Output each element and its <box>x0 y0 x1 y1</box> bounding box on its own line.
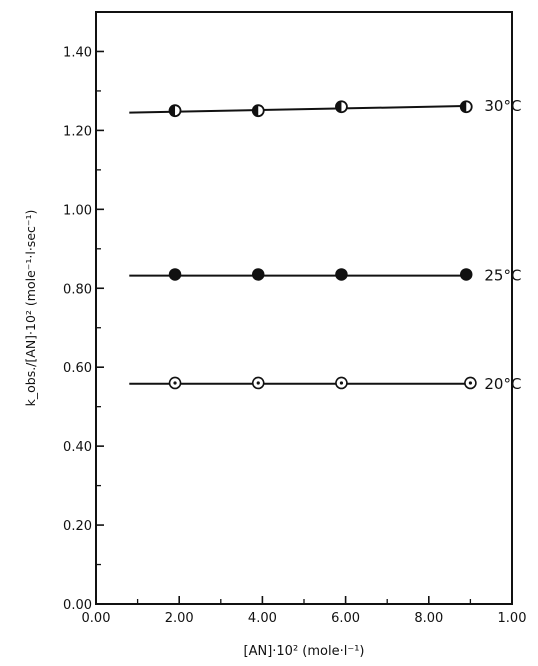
y-tick-label: 1.40 <box>63 45 92 60</box>
x-tick-label: 8.00 <box>414 611 443 626</box>
y-tick-label: 0.20 <box>63 519 92 534</box>
y-tick-label: 0.40 <box>63 440 92 455</box>
data-point <box>335 268 348 281</box>
series-label: 25°C <box>484 267 521 285</box>
point-center-dot <box>339 381 344 385</box>
x-ticks <box>95 596 513 604</box>
y-tick-label: 1.20 <box>63 124 92 139</box>
y-axis-label: k_obs./[AN]·10² (mole⁻¹·l·sec⁻¹) <box>23 210 38 407</box>
plot-frame <box>95 11 513 605</box>
series-2: 20°C <box>129 375 521 393</box>
point-fill <box>335 101 342 113</box>
y-ticks <box>96 11 104 605</box>
data-point <box>168 268 182 281</box>
x-tick-label: 2.00 <box>165 611 194 626</box>
y-tick-label: 0.60 <box>63 361 92 376</box>
series-label: 30°C <box>484 97 521 115</box>
series-1: 25°C <box>129 267 521 285</box>
x-tick-label: 1.00 <box>498 611 527 626</box>
data-point <box>459 268 473 281</box>
data-point <box>464 376 477 390</box>
data-point <box>335 100 348 114</box>
fit-line <box>129 104 471 114</box>
series-label: 20°C <box>484 375 521 393</box>
x-tick-label: 0.00 <box>82 611 111 626</box>
data-point <box>168 376 182 390</box>
series-layer: 30°C 25°C 20°C <box>129 97 521 393</box>
x-tick-labels: 0.00 2.00 4.00 6.00 8.00 1.00 <box>82 611 527 626</box>
point-center-dot <box>468 381 472 385</box>
y-tick-label: 0.00 <box>63 598 92 613</box>
data-point <box>459 100 473 114</box>
series-0: 30°C <box>129 97 521 118</box>
y-tick-label: 0.80 <box>63 282 92 297</box>
x-tick-label: 4.00 <box>248 611 277 626</box>
data-point <box>251 376 265 390</box>
x-axis-label: [AN]·10² (mole·l⁻¹) <box>244 644 365 659</box>
point-center-dot <box>173 381 177 385</box>
point-center-dot <box>256 381 260 385</box>
data-point <box>168 104 182 118</box>
data-point <box>251 268 265 281</box>
y-tick-labels: 0.00 0.20 0.40 0.60 0.80 1.00 1.20 1.40 <box>63 45 92 613</box>
x-tick-label: 6.00 <box>331 611 360 626</box>
point-fill <box>169 105 176 117</box>
data-point <box>251 104 265 118</box>
y-tick-label: 1.00 <box>63 203 92 218</box>
point-fill <box>460 101 467 113</box>
data-point <box>335 376 348 390</box>
point-fill <box>252 105 259 117</box>
